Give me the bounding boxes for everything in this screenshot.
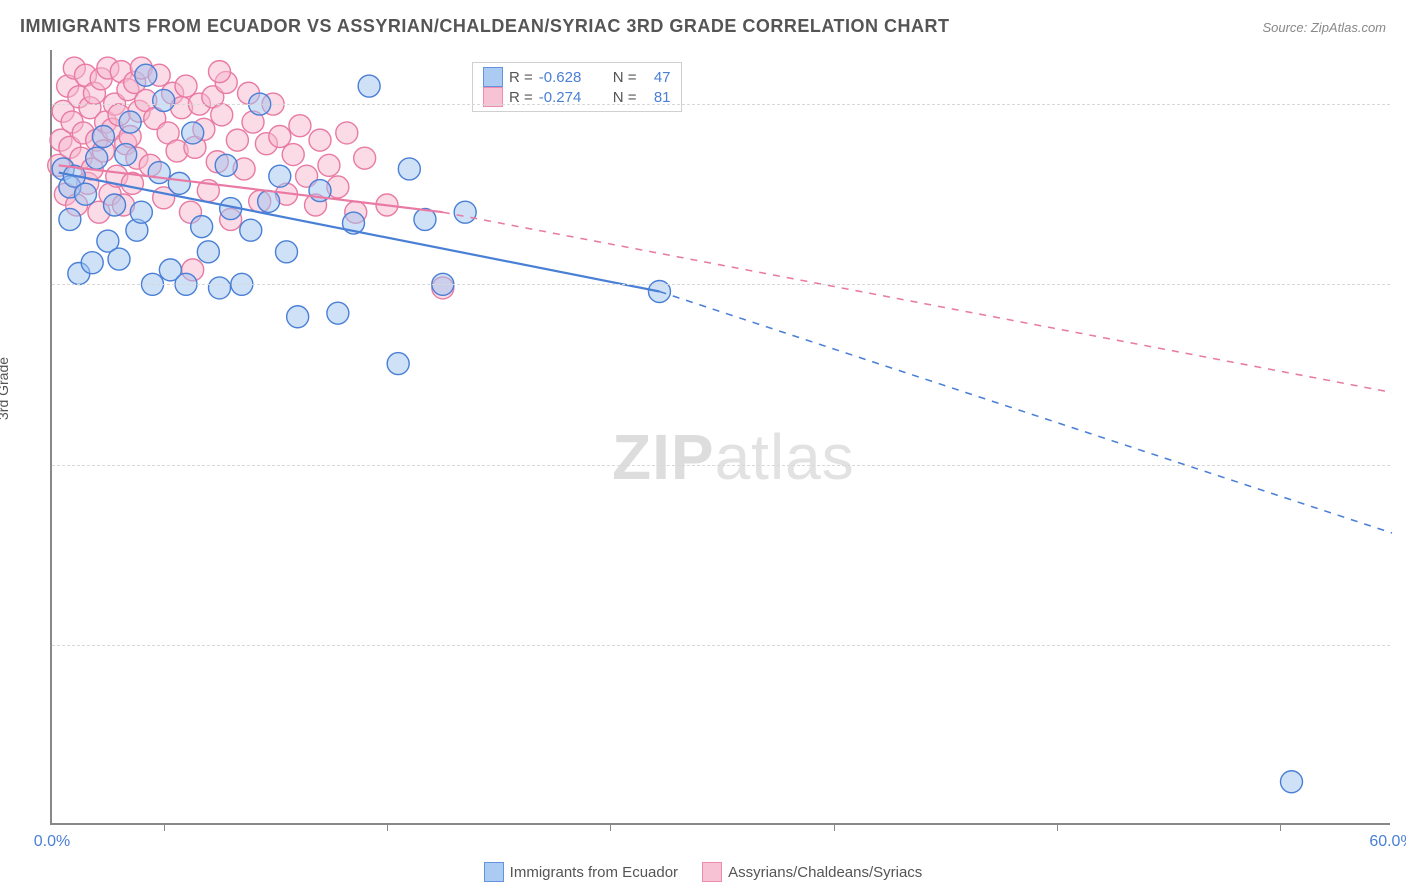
data-point — [276, 241, 298, 263]
data-point — [1281, 771, 1303, 793]
data-point — [86, 147, 108, 169]
legend-bottom: Immigrants from Ecuador Assyrians/Chaldea… — [0, 862, 1406, 886]
legend-r-value: -0.274 — [539, 89, 599, 106]
plot-area: ZIPatlas R =-0.628N =47R =-0.274N =81 85… — [50, 50, 1390, 825]
data-point — [168, 172, 190, 194]
xtick-mark — [834, 823, 835, 831]
source-label: Source: ZipAtlas.com — [1262, 20, 1386, 35]
chart-svg — [52, 50, 1390, 823]
legend-n-label: N = — [613, 69, 637, 86]
xtick-label: 60.0% — [1369, 833, 1406, 851]
data-point — [358, 75, 380, 97]
gridline — [52, 465, 1390, 466]
legend-label: Assyrians/Chaldeans/Syriacs — [728, 864, 922, 881]
data-point — [81, 252, 103, 274]
legend-item: Assyrians/Chaldeans/Syriacs — [702, 862, 922, 882]
legend-swatch — [484, 862, 504, 882]
data-point — [59, 208, 81, 230]
data-point — [104, 194, 126, 216]
legend-n-value: 47 — [643, 69, 671, 86]
data-point — [209, 61, 231, 83]
xtick-mark — [1280, 823, 1281, 831]
xtick-label: 0.0% — [34, 833, 70, 851]
data-point — [215, 154, 237, 176]
legend-n-value: 81 — [643, 89, 671, 106]
xtick-mark — [610, 823, 611, 831]
legend-r-value: -0.628 — [539, 69, 599, 86]
legend-swatch — [483, 67, 503, 87]
data-point — [153, 89, 175, 111]
xtick-mark — [164, 823, 165, 831]
data-point — [226, 129, 248, 151]
data-point — [135, 64, 157, 86]
data-point — [336, 122, 358, 144]
data-point — [148, 162, 170, 184]
data-point — [115, 144, 137, 166]
data-point — [209, 277, 231, 299]
data-point — [130, 201, 152, 223]
legend-r-label: R = — [509, 69, 533, 86]
data-point — [119, 111, 141, 133]
data-point — [398, 158, 420, 180]
gridline — [52, 284, 1390, 285]
regression-line-extrapolated — [443, 212, 1392, 392]
xtick-mark — [1057, 823, 1058, 831]
data-point — [289, 115, 311, 137]
data-point — [269, 165, 291, 187]
data-point — [92, 126, 114, 148]
legend-correlation-row: R = -0.628 N = 47 — [483, 67, 671, 87]
data-point — [191, 216, 213, 238]
legend-n-label: N = — [613, 89, 637, 106]
legend-swatch — [702, 862, 722, 882]
data-point — [108, 248, 130, 270]
data-point — [75, 183, 97, 205]
gridline — [52, 645, 1390, 646]
data-point — [175, 75, 197, 97]
data-point — [182, 122, 204, 144]
gridline — [52, 104, 1390, 105]
y-axis-label: 3rd Grade — [0, 357, 11, 420]
legend-item: Immigrants from Ecuador — [484, 862, 678, 882]
data-point — [354, 147, 376, 169]
xtick-mark — [387, 823, 388, 831]
legend-label: Immigrants from Ecuador — [510, 864, 678, 881]
data-point — [269, 126, 291, 148]
data-point — [327, 302, 349, 324]
data-point — [258, 190, 280, 212]
data-point — [454, 201, 476, 223]
data-point — [287, 306, 309, 328]
data-point — [240, 219, 262, 241]
data-point — [387, 353, 409, 375]
data-point — [282, 144, 304, 166]
legend-r-label: R = — [509, 89, 533, 106]
data-point — [309, 129, 331, 151]
chart-container: IMMIGRANTS FROM ECUADOR VS ASSYRIAN/CHAL… — [0, 0, 1406, 892]
regression-line-extrapolated — [659, 292, 1392, 534]
data-point — [211, 104, 233, 126]
data-point — [318, 154, 340, 176]
chart-title: IMMIGRANTS FROM ECUADOR VS ASSYRIAN/CHAL… — [20, 16, 950, 37]
data-point — [197, 241, 219, 263]
